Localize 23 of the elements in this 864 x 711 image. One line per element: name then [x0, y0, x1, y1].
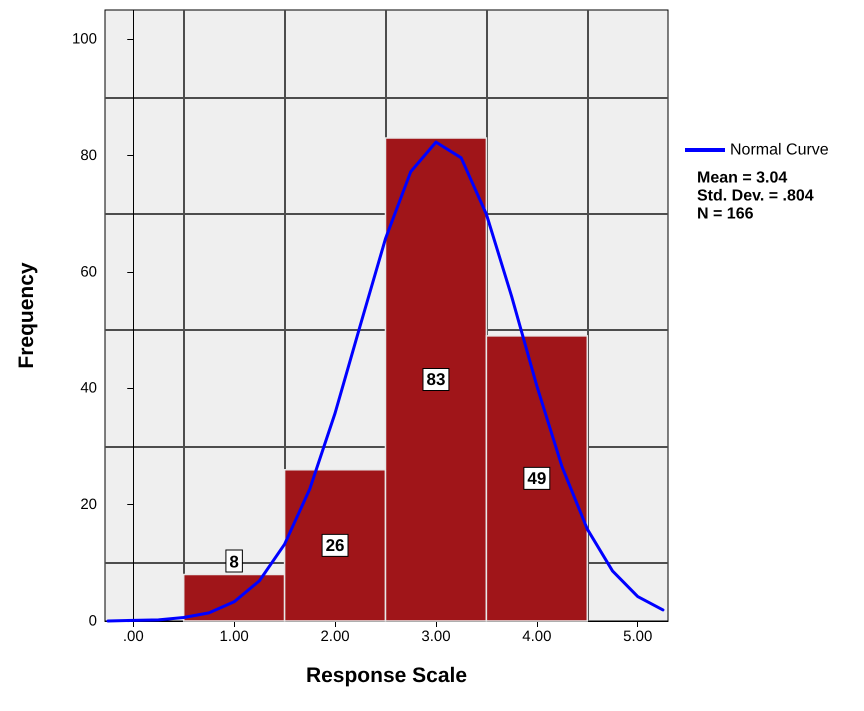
x-tick-label: 3.00 — [421, 628, 451, 645]
y-tick-label: 80 — [80, 146, 97, 164]
line-series — [106, 140, 664, 622]
data-label: 83 — [426, 370, 446, 390]
y-tick-label: 100 — [72, 30, 97, 48]
text: Std. Dev. = .804 — [697, 188, 814, 204]
x-axis-title: Response Scale — [306, 664, 468, 687]
data-label: 49 — [527, 468, 546, 488]
y-tick-label: 20 — [80, 496, 97, 514]
y-tick-label: 40 — [80, 380, 97, 397]
x-tick-label: 5.00 — [623, 628, 652, 645]
text: Mean = 3.04 — [697, 170, 788, 186]
y-axis-title: Frequency — [15, 262, 38, 369]
y-tick-label: 0 — [88, 612, 97, 630]
data-label: 8 — [229, 552, 239, 572]
x-tick-label: 2.00 — [320, 628, 350, 645]
legend-label: Normal Curve — [730, 142, 829, 158]
x-tick-label: .00 — [122, 628, 144, 645]
y-tick-label: 60 — [80, 263, 97, 280]
data-label: 26 — [326, 536, 345, 555]
x-tick-label: 4.00 — [522, 628, 552, 645]
text: N = 166 — [697, 206, 754, 222]
x-tick-label: 1.00 — [220, 628, 249, 645]
